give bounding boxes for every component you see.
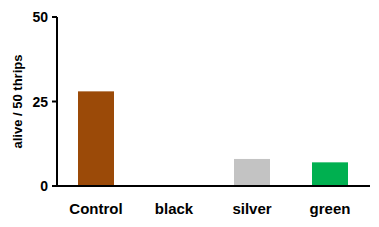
bar [234,159,270,186]
y-tick [52,101,57,103]
x-tick-label: green [310,200,351,217]
y-tick-label: 50 [32,9,48,25]
y-axis-label: alive / 50 thrips [10,55,25,149]
bar [312,162,348,186]
y-tick-label: 25 [32,94,48,110]
bar [78,91,114,186]
bars [78,91,348,186]
x-tick-label: black [155,200,194,217]
y-tick [52,16,57,18]
y-tick-label: 0 [40,178,48,194]
x-tick-label: silver [232,200,271,217]
y-tick [52,185,57,187]
x-axis [57,185,370,187]
chart: 0 25 50 Control black silver green alive / 50 t… [0,0,379,227]
x-tick-label: Control [69,200,122,217]
